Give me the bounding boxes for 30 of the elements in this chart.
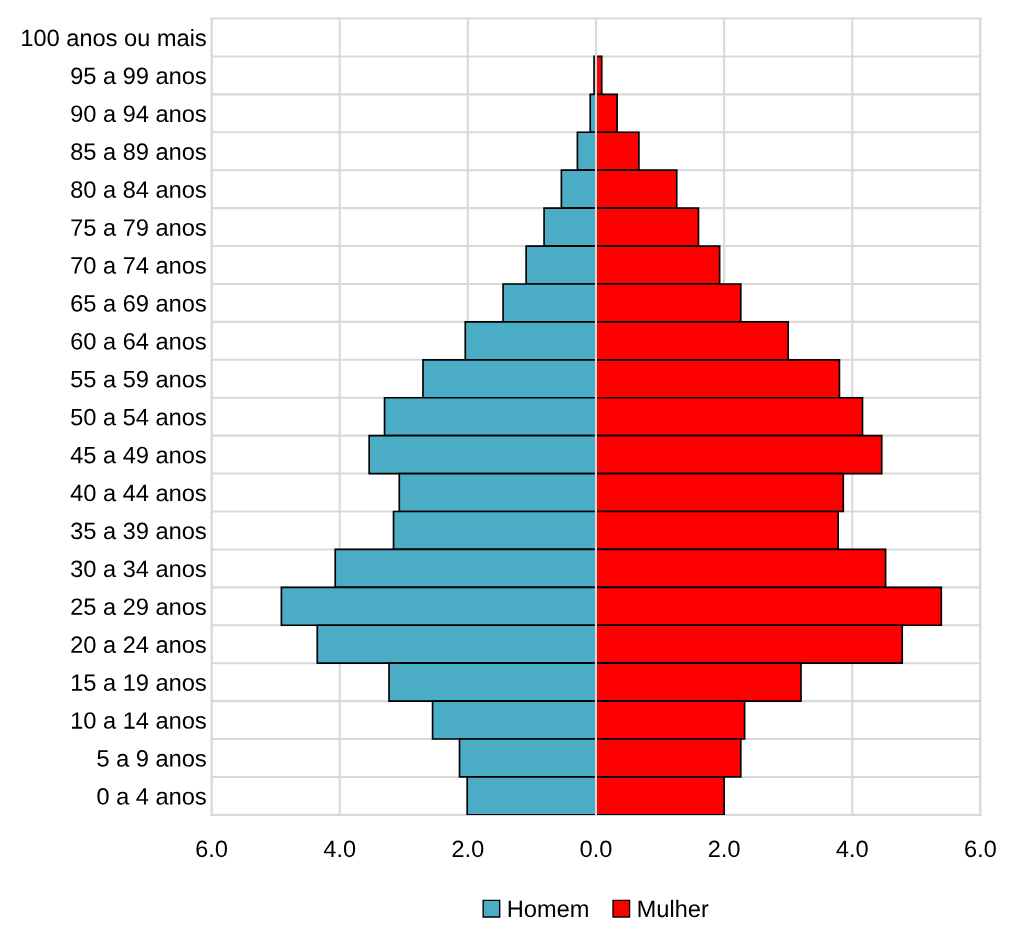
- y-tick-label: 65 a 69 anos: [71, 295, 206, 312]
- y-tick-label: 90 a 94 anos: [71, 105, 206, 123]
- y-tick-label: 45 a 49 anos: [70, 446, 206, 464]
- x-tick-label: 6.0: [196, 840, 228, 858]
- y-tick-label: 60 a 64 anos: [71, 332, 206, 350]
- x-tick-label: 2.0: [452, 840, 484, 858]
- y-tick-label: 25 a 29 anos: [71, 598, 206, 616]
- y-tick-label: 0 a 4 anos: [97, 787, 206, 805]
- y-tick-label: 15 a 19 anos: [71, 674, 206, 691]
- y-tick-label: 55 a 59 anos: [71, 370, 206, 388]
- x-tick-label: 6.0: [965, 840, 996, 858]
- x-tick-label: 4.0: [836, 840, 868, 858]
- x-tick-label: 2.0: [708, 840, 740, 858]
- y-tick-label: 75 a 79 anos: [71, 219, 206, 236]
- y-tick-label: 70 a 74 anos: [71, 257, 206, 274]
- y-tick-label: 95 a 99 anos: [71, 67, 206, 85]
- y-tick-label: 40 a 44 anos: [70, 484, 206, 502]
- y-tick-label: 5 a 9 anos: [97, 750, 206, 767]
- x-tick-label: 4.0: [323, 840, 356, 858]
- y-tick-label: 50 a 54 anos: [71, 408, 206, 426]
- y-tick-label: 30 a 34 anos: [71, 560, 206, 578]
- y-tick-label: 100 anos ou mais: [22, 28, 206, 47]
- y-tick-label: 20 a 24 anos: [71, 636, 206, 654]
- y-tick-label: 35 a 39 anos: [71, 522, 206, 540]
- y-tick-label: 10 a 14 anos: [71, 712, 206, 729]
- legend-label: Homem: [508, 900, 588, 918]
- x-tick-label: 0.0: [580, 840, 612, 858]
- y-tick-label: 80 a 84 anos: [71, 181, 206, 198]
- y-tick-label: 85 a 89 anos: [71, 143, 206, 161]
- legend-label: Mulher: [638, 899, 709, 918]
